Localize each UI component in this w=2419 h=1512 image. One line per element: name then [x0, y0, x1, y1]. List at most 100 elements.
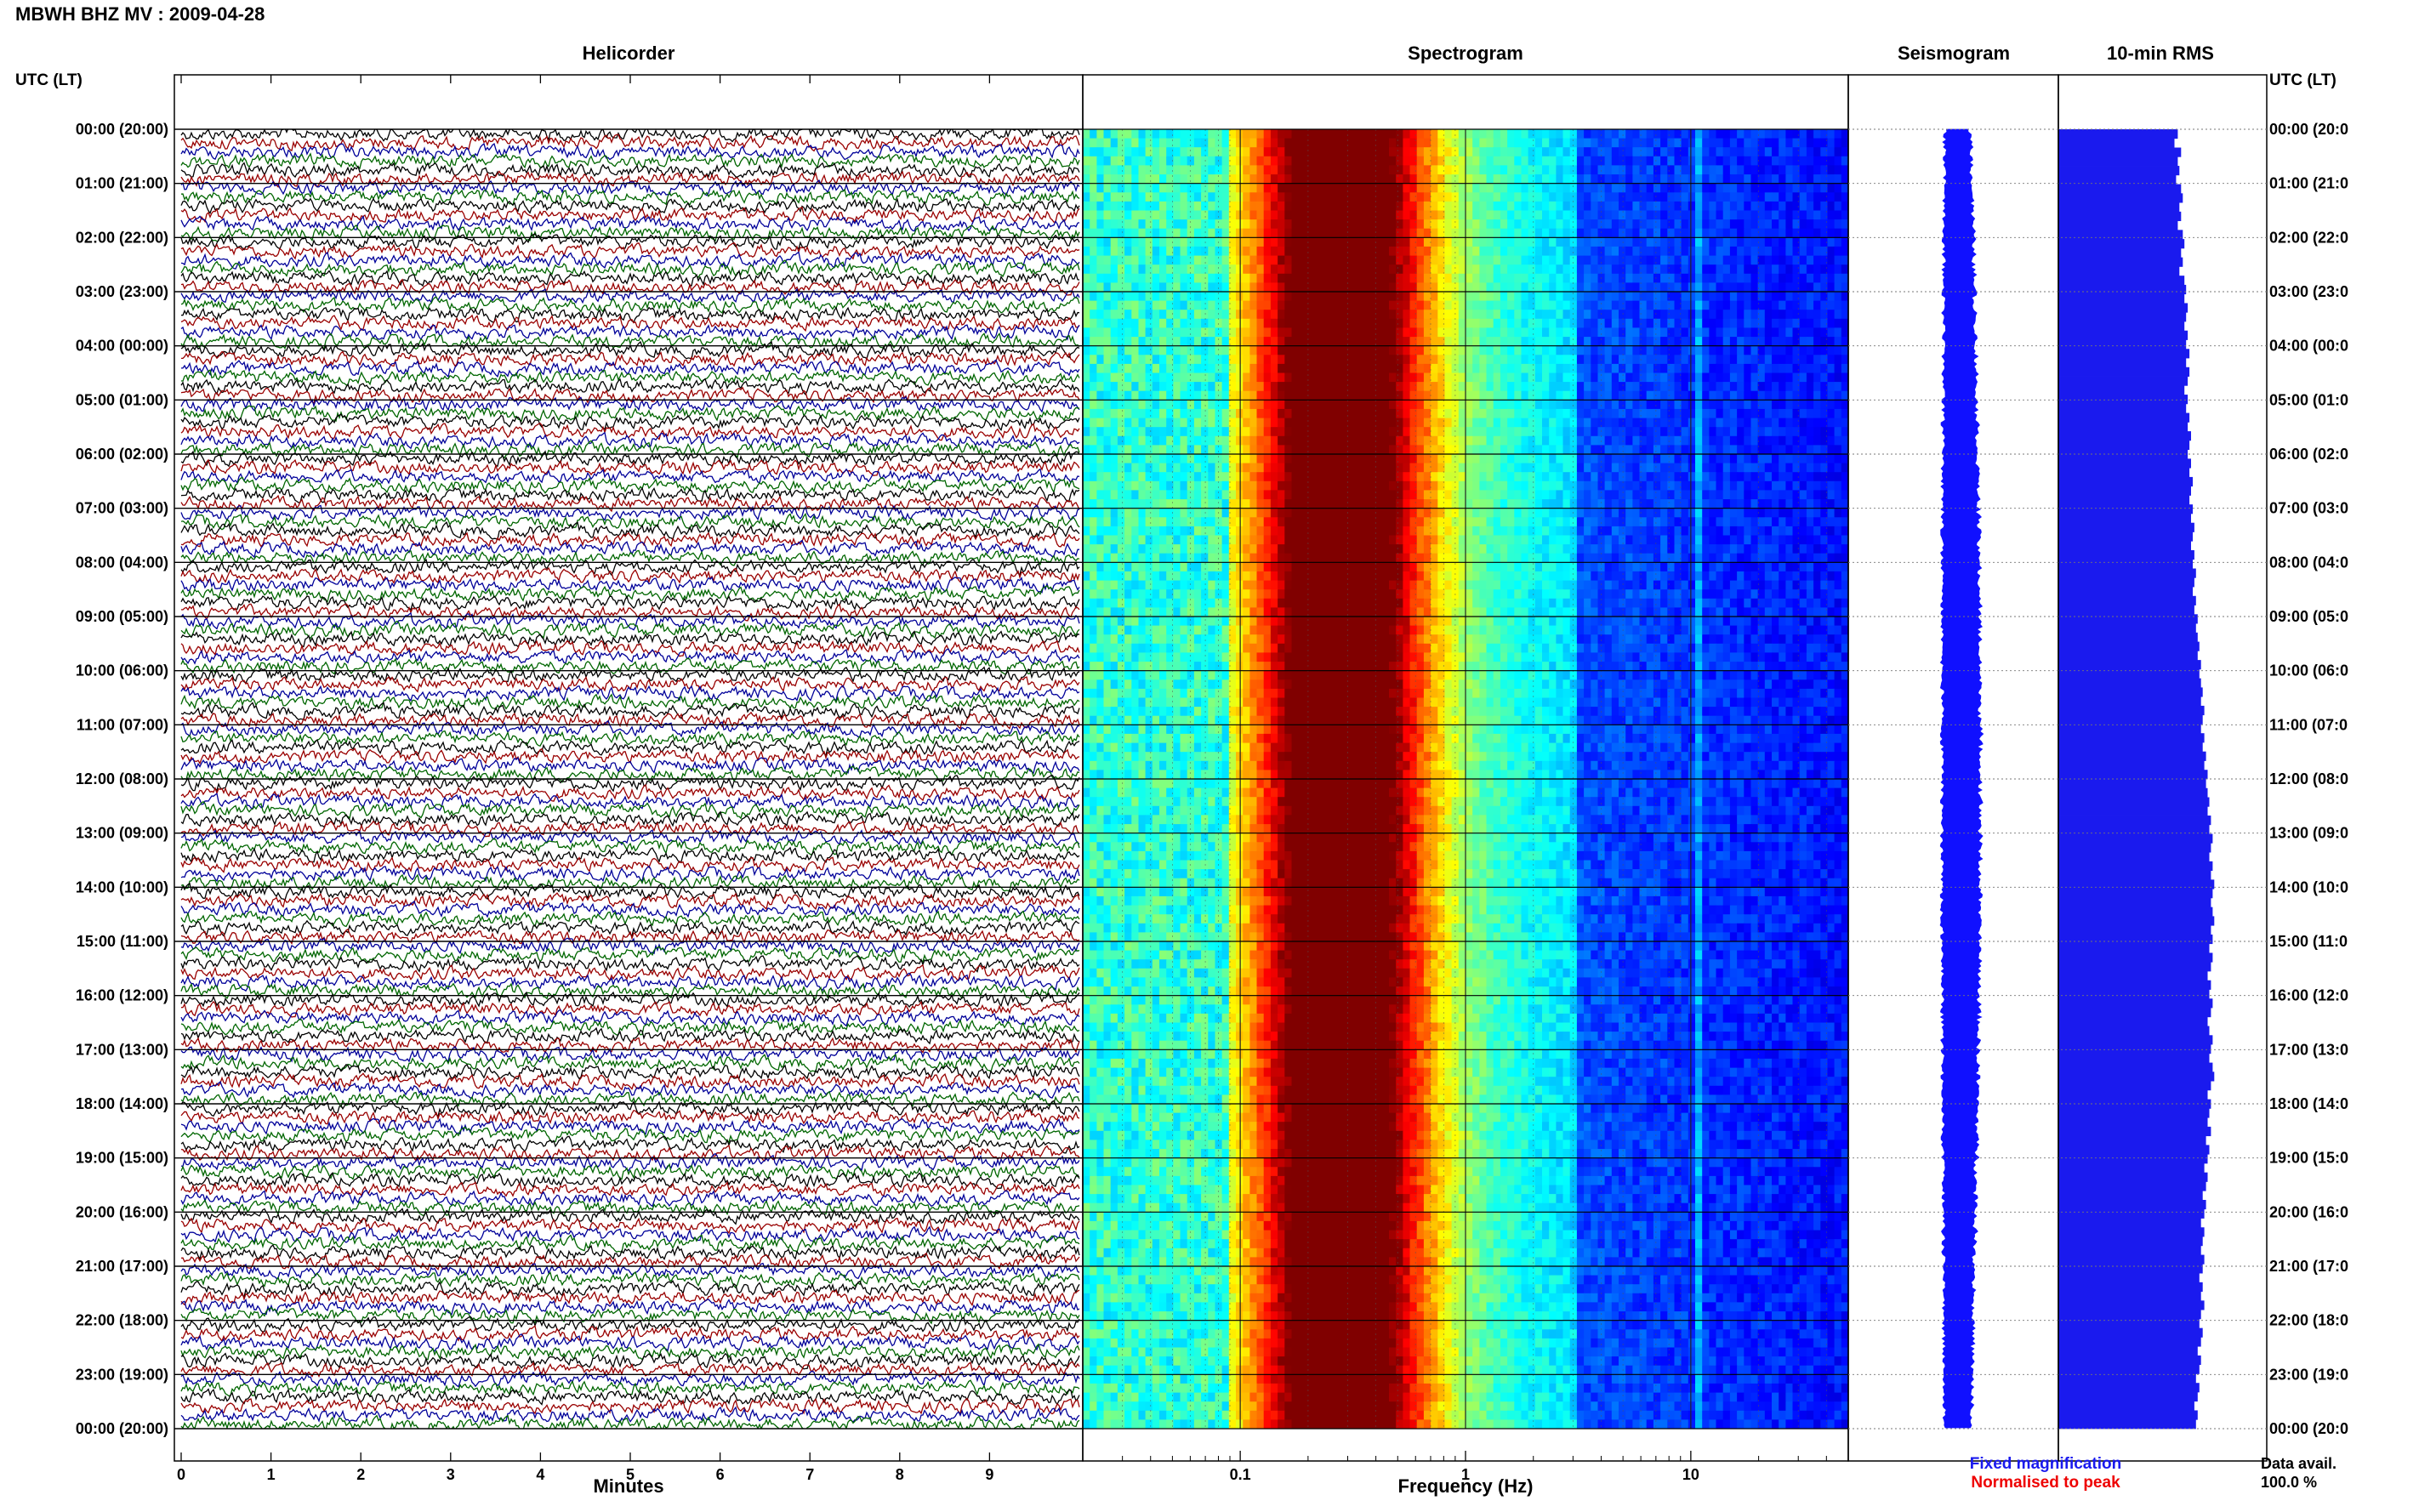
spectrogram-cell [1584, 346, 1591, 355]
spectrogram-cell [1625, 337, 1633, 346]
spectrogram-cell [1271, 229, 1278, 238]
spectrogram-cell [1605, 382, 1613, 391]
spectrogram-cell [1312, 364, 1320, 373]
spectrogram-cell [1695, 301, 1703, 310]
spectrogram-cell [1215, 436, 1223, 446]
spectrogram-cell [1772, 472, 1779, 481]
spectrogram-cell [1737, 463, 1745, 473]
spectrogram-cell [1660, 165, 1668, 174]
spectrogram-cell [1396, 292, 1403, 301]
spectrogram-cell [1494, 237, 1501, 247]
spectrogram-cell [1431, 526, 1438, 536]
spectrogram-cell [1278, 373, 1285, 383]
spectrogram-cell [1570, 202, 1578, 211]
spectrogram-cell [1104, 499, 1112, 509]
spectrogram-cell [1340, 129, 1348, 139]
spectrogram-cell [1828, 400, 1836, 409]
spectrogram-cell [1389, 129, 1397, 139]
spectrogram-cell [1131, 409, 1139, 418]
spectrogram-cell [1284, 391, 1292, 401]
spectrogram-cell [1417, 509, 1425, 518]
spectrogram-cell [1570, 490, 1578, 499]
spectrogram-cell [1264, 490, 1272, 499]
spectrogram-cell [1104, 327, 1112, 337]
spectrogram-cell [1688, 364, 1696, 373]
spectrogram-cell [1835, 373, 1842, 383]
spectrogram-cell [1299, 202, 1306, 211]
spectrogram-cell [1181, 292, 1188, 301]
spectrogram-cell [1688, 147, 1696, 156]
spectrogram-cell [1667, 156, 1675, 166]
spectrogram-cell [1306, 526, 1313, 536]
spectrogram-cell [1813, 499, 1821, 509]
spectrogram-cell [1472, 219, 1480, 229]
spectrogram-cell [1744, 211, 1751, 220]
spectrogram-cell [1563, 156, 1571, 166]
spectrogram-cell [1319, 264, 1327, 274]
spectrogram-cell [1737, 319, 1745, 328]
spectrogram-cell [1765, 247, 1773, 256]
spectrogram-cell [1347, 129, 1355, 139]
spectrogram-cell [1431, 499, 1438, 509]
spectrogram-cell [1522, 282, 1529, 292]
spectrogram-cell [1549, 310, 1557, 319]
spectrogram-cell [1730, 229, 1738, 238]
spectrogram-cell [1605, 391, 1613, 401]
spectrogram-cell [1194, 174, 1202, 184]
spectrogram-cell [1396, 310, 1403, 319]
spectrogram-cell [1437, 337, 1445, 346]
spectrogram-cell [1765, 219, 1773, 229]
spectrogram-cell [1702, 192, 1710, 202]
spectrogram-cell [1479, 499, 1487, 509]
spectrogram-cell [1437, 256, 1445, 265]
utc-label-left: UTC (LT) [15, 71, 83, 89]
spectrogram-cell [1570, 517, 1578, 526]
spectrogram-cell [1146, 247, 1153, 256]
spectrogram-cell [1522, 184, 1529, 193]
spectrogram-cell [1153, 472, 1160, 481]
spectrogram-cell [1528, 409, 1536, 418]
spectrogram-cell [1709, 400, 1716, 409]
spectrogram-cell [1716, 400, 1724, 409]
spectrogram-cell [1494, 509, 1501, 518]
spectrogram-cell [1369, 364, 1376, 373]
spectrogram-cell [1765, 301, 1773, 310]
spectrogram-cell [1709, 445, 1716, 454]
spectrogram-cell [1083, 355, 1090, 364]
spectrogram-cell [1249, 481, 1257, 491]
spectrogram-cell [1472, 364, 1480, 373]
spectrogram-cell [1437, 445, 1445, 454]
spectrogram-cell [1563, 409, 1571, 418]
spectrogram-cell [1647, 346, 1654, 355]
spectrogram-cell [1208, 382, 1215, 391]
spectrogram-cell [1494, 184, 1501, 193]
spectrogram-cell [1522, 129, 1529, 139]
spectrogram-cell [1625, 174, 1633, 184]
spectrogram-cell [1702, 247, 1710, 256]
spectrogram-cell [1479, 391, 1487, 401]
spectrogram-cell [1118, 427, 1125, 436]
spectrogram-cell [1660, 481, 1668, 491]
spectrogram-cell [1389, 310, 1397, 319]
spectrogram-cell [1570, 211, 1578, 220]
spectrogram-cell [1326, 129, 1334, 139]
spectrogram-cell [1723, 211, 1731, 220]
spectrogram-cell [1514, 391, 1522, 401]
spectrogram-cell [1278, 165, 1285, 174]
spectrogram-cell [1459, 264, 1466, 274]
spectrogram-cell [1500, 310, 1508, 319]
spectrogram-cell [1751, 490, 1759, 499]
spectrogram-cell [1382, 499, 1390, 509]
spectrogram-cell [1306, 418, 1313, 428]
spectrogram-cell [1104, 337, 1112, 346]
spectrogram-cell [1083, 292, 1090, 301]
spectrogram-cell [1222, 174, 1230, 184]
spectrogram-cell [1647, 382, 1654, 391]
spectrogram-cell [1800, 517, 1807, 526]
spectrogram-cell [1222, 256, 1230, 265]
spectrogram-cell [1111, 139, 1118, 148]
spectrogram-cell [1424, 409, 1431, 418]
spectrogram-cell [1340, 409, 1348, 418]
spectrogram-cell [1472, 517, 1480, 526]
spectrogram-cell [1431, 481, 1438, 491]
